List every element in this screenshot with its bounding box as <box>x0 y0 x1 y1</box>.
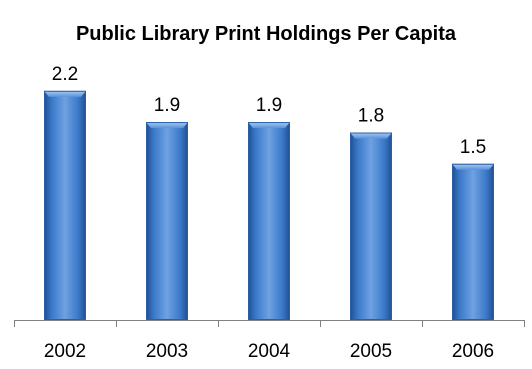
x-tick-label: 2002 <box>44 341 86 362</box>
data-label: 1.9 <box>256 95 282 116</box>
bar-2002 <box>44 90 86 321</box>
data-label: 1.5 <box>460 137 486 158</box>
data-label: 2.2 <box>52 64 78 85</box>
data-label: 1.8 <box>358 106 384 127</box>
data-label: 1.9 <box>154 95 180 116</box>
bars-group <box>44 90 494 321</box>
bar-2003 <box>146 122 188 321</box>
bar-2006 <box>452 163 494 320</box>
x-axis <box>14 320 525 327</box>
data-labels-group: 2.2 1.9 1.9 1.8 1.5 <box>52 64 486 158</box>
bar-2004 <box>248 122 290 321</box>
chart-title: Public Library Print Holdings Per Capita <box>76 23 457 45</box>
x-tick-label: 2004 <box>248 341 291 362</box>
x-tick-labels: 2002 2003 2004 2005 2006 <box>44 341 494 362</box>
x-tick-label: 2005 <box>350 341 392 362</box>
x-tick-label: 2006 <box>452 341 494 362</box>
x-tick-label: 2003 <box>146 341 188 362</box>
bar-2005 <box>350 132 392 320</box>
